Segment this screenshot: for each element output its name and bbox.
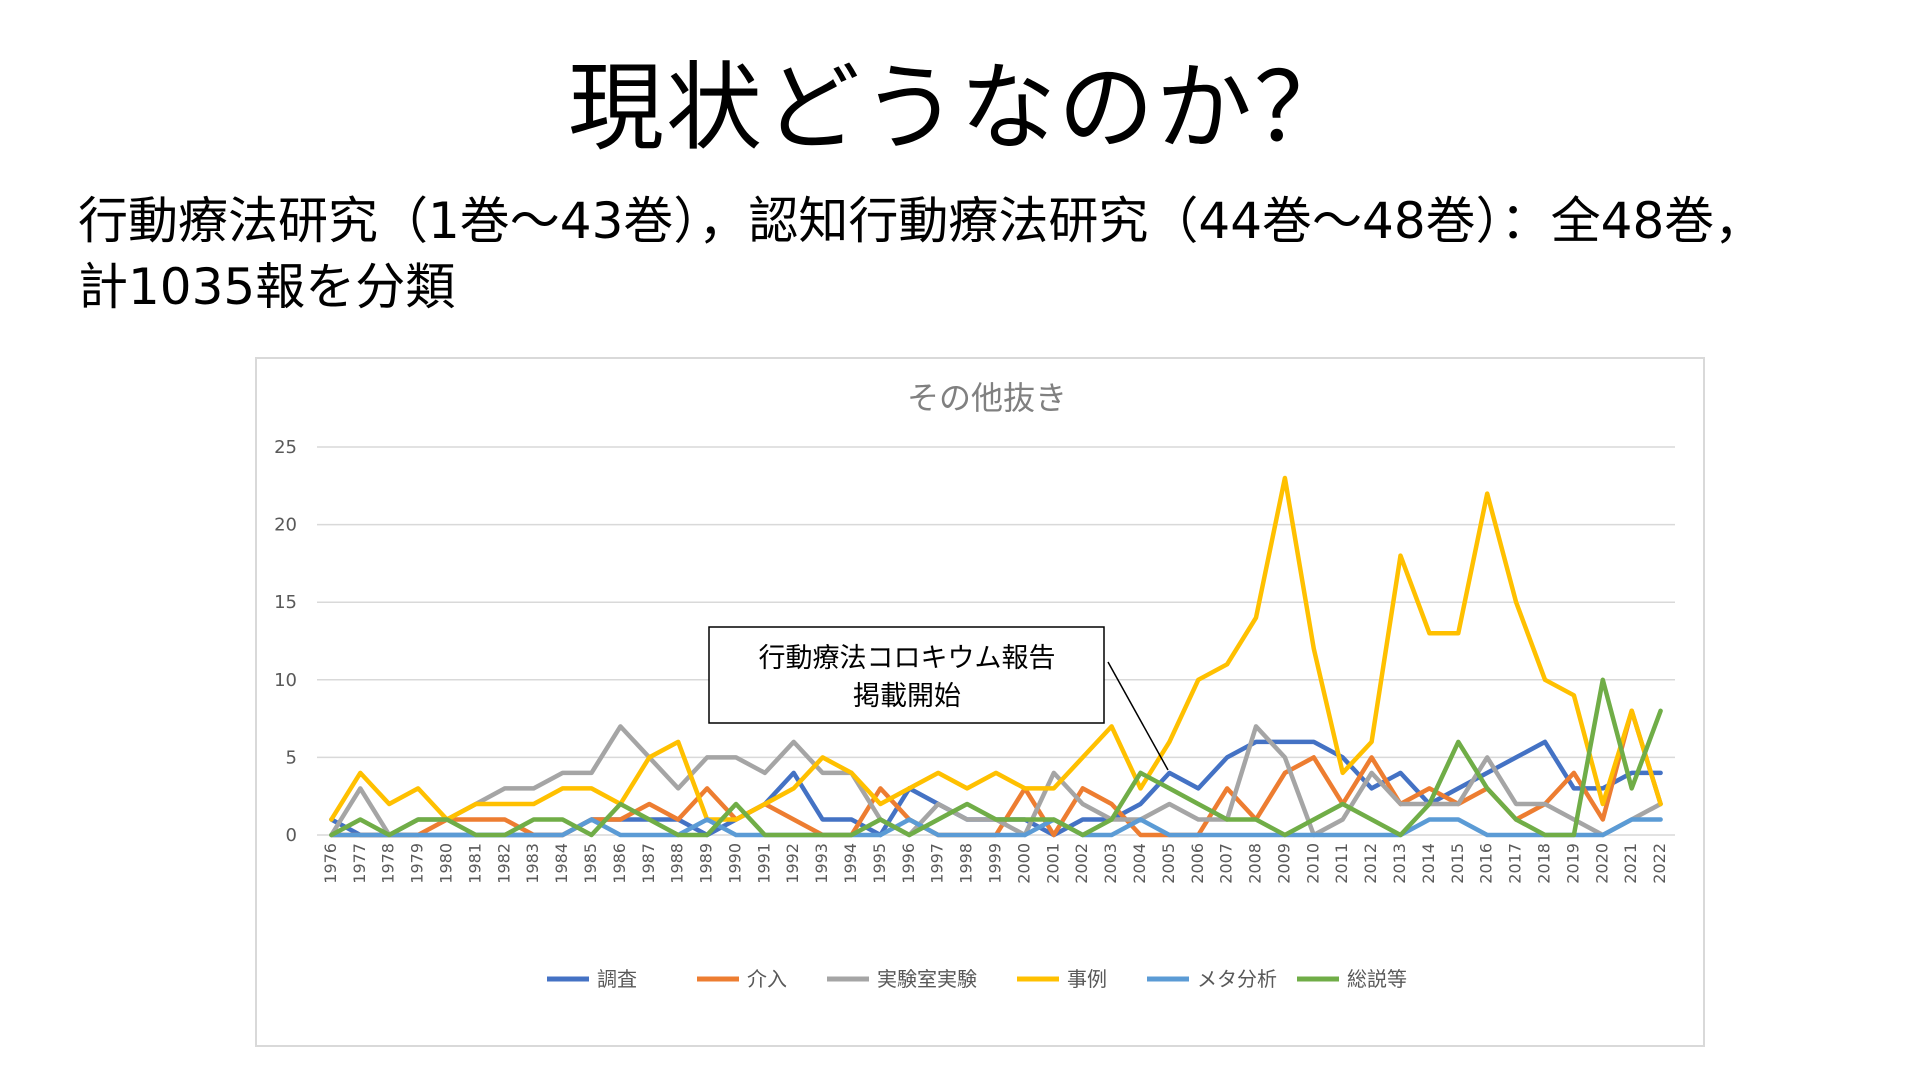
x-tick-label: 2005 — [1159, 843, 1178, 884]
x-tick-label: 2010 — [1303, 843, 1322, 884]
x-tick-label: 2012 — [1361, 843, 1380, 884]
x-tick-label: 1979 — [408, 843, 427, 884]
subtitle-line-2: 計1035報を分類 — [78, 258, 456, 316]
x-tick-label: 1993 — [812, 843, 831, 884]
x-tick-label: 1986 — [610, 843, 629, 884]
x-tick-label: 2014 — [1419, 843, 1438, 884]
x-tick-label: 2019 — [1563, 843, 1582, 884]
x-tick-label: 1983 — [523, 843, 542, 884]
slide-title: 現状どうなのか？ — [568, 52, 1352, 164]
series-line — [329, 817, 1663, 838]
x-tick-label: 2002 — [1072, 843, 1091, 884]
x-tick-label: 2018 — [1534, 843, 1553, 884]
annotation-callout: 行動療法コロキウム報告 掲載開始 — [708, 626, 1169, 771]
subtitle-line-1: 行動療法研究（1巻～43巻），認知行動療法研究（44巻～48巻）：全48巻， — [78, 192, 1765, 250]
x-tick-label: 2013 — [1390, 843, 1409, 884]
x-tick-label: 1995 — [870, 843, 889, 884]
legend-label: 実験室実験 — [877, 967, 977, 991]
x-tick-label: 1999 — [986, 843, 1005, 884]
x-axis-ticks: 1976 1977 1978 1979 1980 1981 1982 1983 1984 1985… — [321, 843, 1669, 884]
x-tick-label: 2004 — [1130, 843, 1149, 884]
x-tick-label: 1994 — [841, 843, 860, 884]
x-tick-label: 2017 — [1506, 843, 1525, 884]
y-tick-label: 15 — [274, 592, 297, 613]
annotation-line-1: 行動療法コロキウム報告 — [759, 643, 1056, 674]
annotation-box — [708, 626, 1105, 724]
x-tick-label: 1989 — [697, 843, 716, 884]
x-tick-label: 1982 — [494, 843, 513, 884]
legend-label: 総説等 — [1347, 967, 1407, 991]
x-tick-label: 1981 — [465, 843, 484, 884]
legend-label: 調査 — [597, 967, 637, 991]
x-tick-label: 1992 — [783, 843, 802, 884]
x-tick-label: 1976 — [321, 843, 340, 884]
chart-title: その他抜き — [907, 379, 1067, 417]
legend-label: メタ分析 — [1197, 967, 1277, 991]
x-tick-label: 2000 — [1014, 843, 1033, 884]
x-tick-label: 1991 — [754, 843, 773, 884]
x-tick-label: 1988 — [668, 843, 687, 884]
x-tick-label: 1990 — [725, 843, 744, 884]
x-tick-label: 1980 — [437, 843, 456, 884]
series-line — [329, 475, 1663, 822]
x-tick-label: 1977 — [350, 843, 369, 884]
x-tick-label: 1984 — [552, 843, 571, 884]
y-tick-label: 0 — [286, 825, 297, 846]
x-tick-label: 1998 — [957, 843, 976, 884]
x-tick-label: 2022 — [1650, 843, 1669, 884]
annotation-leader-line — [1107, 661, 1169, 771]
x-tick-label: 2016 — [1477, 843, 1496, 884]
x-tick-label: 1985 — [581, 843, 600, 884]
x-tick-label: 1997 — [928, 843, 947, 884]
line-chart: その他抜き 0 5 10 15 20 25 1976 1977 1978 1979 1980 198… — [274, 379, 1675, 991]
annotation-line-2: 掲載開始 — [853, 681, 961, 712]
legend-label: 介入 — [747, 967, 787, 991]
chart-frame: その他抜き 0 5 10 15 20 25 1976 1977 1978 1979 1980 198… — [255, 357, 1705, 1047]
series-lines — [329, 475, 1663, 838]
x-tick-label: 1996 — [899, 843, 918, 884]
x-tick-label: 2009 — [1274, 843, 1293, 884]
legend-label: 事例 — [1067, 967, 1107, 991]
slide-subtitle: 行動療法研究（1巻～43巻），認知行動療法研究（44巻～48巻）：全48巻， 計… — [78, 188, 1878, 320]
x-tick-label: 2020 — [1592, 843, 1611, 884]
x-tick-label: 2015 — [1448, 843, 1467, 884]
y-tick-label: 5 — [286, 747, 297, 768]
x-tick-label: 1987 — [639, 843, 658, 884]
x-tick-label: 2008 — [1246, 843, 1265, 884]
x-tick-label: 2001 — [1043, 843, 1062, 884]
x-tick-label: 2011 — [1332, 843, 1351, 884]
y-tick-label: 10 — [274, 670, 297, 691]
series-line — [329, 677, 1663, 838]
y-tick-label: 20 — [274, 515, 297, 536]
legend: 調査 介入 実験室実験 事例 メタ分析 総説等 — [547, 967, 1407, 991]
x-tick-label: 1978 — [379, 843, 398, 884]
x-tick-label: 2021 — [1621, 843, 1640, 884]
x-tick-label: 2007 — [1217, 843, 1236, 884]
y-tick-label: 25 — [274, 437, 297, 458]
x-tick-label: 2006 — [1188, 843, 1207, 884]
x-tick-label: 2003 — [1101, 843, 1120, 884]
y-axis-ticks: 0 5 10 15 20 25 — [274, 437, 297, 846]
